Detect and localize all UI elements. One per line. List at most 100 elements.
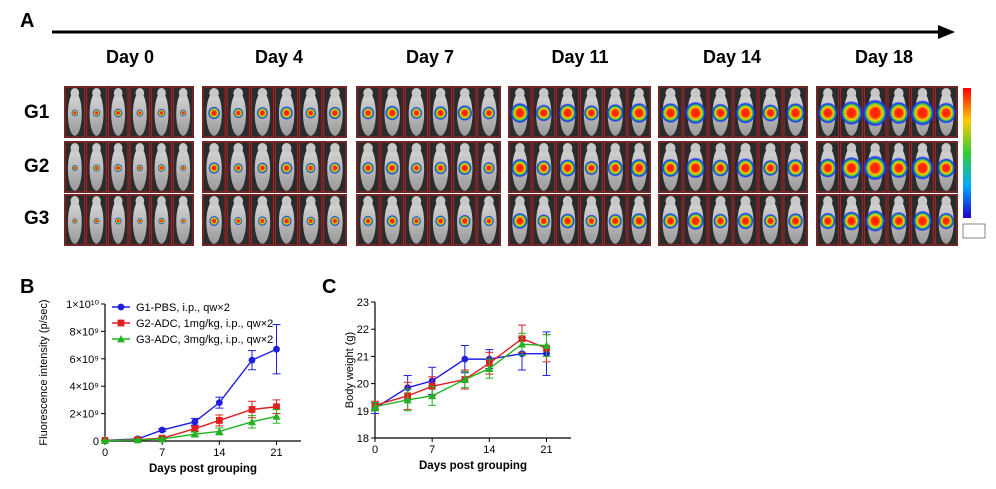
bioluminescence-signal bbox=[608, 213, 623, 229]
bioluminescence-signal bbox=[385, 161, 399, 175]
mouse-head bbox=[941, 143, 951, 153]
data-point bbox=[215, 427, 224, 435]
imaging-panel bbox=[658, 194, 808, 246]
mouse-frame bbox=[934, 194, 958, 246]
mouse-frame bbox=[151, 194, 172, 246]
mouse-head bbox=[765, 196, 776, 206]
mouse-frame bbox=[323, 141, 347, 193]
mouse-frame bbox=[934, 141, 958, 193]
bioluminescence-signal bbox=[305, 162, 316, 174]
bioluminescence-signal bbox=[888, 157, 909, 179]
legend-entry: G3-ADC, 3mg/kg, i.p., qw×2 bbox=[136, 334, 273, 346]
data-point bbox=[518, 340, 526, 348]
mouse-frame bbox=[532, 86, 556, 138]
bioluminescence-signal bbox=[92, 108, 101, 118]
bioluminescence-signal bbox=[662, 212, 679, 230]
imaging-panel bbox=[508, 141, 651, 193]
data-point bbox=[190, 430, 199, 438]
timeline-arrowhead bbox=[938, 25, 955, 39]
mouse-frame bbox=[556, 141, 579, 193]
mouse-head bbox=[690, 143, 701, 153]
mouse-frame bbox=[603, 141, 627, 193]
mouse-head bbox=[715, 143, 726, 153]
bioluminescence-signal bbox=[114, 163, 123, 173]
mouse-frame bbox=[250, 86, 274, 138]
mouse-head bbox=[459, 196, 470, 206]
data-point bbox=[461, 355, 469, 363]
mouse-frame bbox=[683, 194, 708, 246]
mouse-frame bbox=[404, 86, 428, 138]
mouse-head bbox=[634, 196, 644, 206]
mouse-frame bbox=[816, 86, 840, 138]
mouse-frame bbox=[129, 86, 151, 138]
bioluminescence-signal bbox=[458, 214, 471, 228]
mouse-head bbox=[823, 143, 833, 153]
bioluminescence-signal bbox=[686, 211, 705, 231]
mouse-head bbox=[941, 196, 951, 206]
mouse-frame bbox=[64, 194, 86, 246]
mouse-frame bbox=[477, 86, 501, 138]
mouse-frame bbox=[151, 141, 172, 193]
mouse-frame bbox=[64, 141, 86, 193]
mouse-frame bbox=[429, 86, 453, 138]
mouse-head bbox=[515, 196, 525, 206]
day-label-14: Day 14 bbox=[702, 47, 762, 67]
bioluminescence-signal bbox=[607, 159, 624, 177]
data-point bbox=[117, 335, 125, 343]
mouse-head bbox=[790, 143, 801, 153]
panel-letter-a: A bbox=[20, 10, 35, 32]
mouse-frame bbox=[508, 194, 532, 246]
bioluminescence-signal bbox=[763, 213, 778, 229]
bioluminescence-signal bbox=[233, 163, 243, 173]
bioluminescence-signal bbox=[938, 212, 955, 230]
mouse-head bbox=[435, 143, 446, 153]
mouse-frame bbox=[658, 194, 683, 246]
data-point bbox=[248, 356, 256, 364]
mouse-head bbox=[92, 196, 101, 206]
mouse-frame bbox=[887, 141, 911, 193]
mouse-frame bbox=[556, 86, 579, 138]
data-point bbox=[117, 303, 125, 311]
bioluminescence-signal bbox=[785, 102, 806, 124]
y-tick-label: 0 bbox=[93, 436, 99, 448]
mouse-head bbox=[459, 88, 470, 98]
mouse-head bbox=[330, 196, 340, 206]
mouse-head bbox=[363, 143, 373, 153]
mouse-head bbox=[135, 196, 145, 206]
mouse-frame bbox=[733, 141, 758, 193]
imaging-grid bbox=[64, 86, 958, 246]
x-axis-title: Days post grouping bbox=[149, 463, 257, 475]
mouse-head bbox=[917, 88, 928, 98]
data-point bbox=[117, 319, 125, 327]
mouse-frame bbox=[429, 194, 453, 246]
imaging-panel bbox=[658, 141, 808, 193]
bioluminescence-signal bbox=[180, 164, 187, 172]
group-label-g2: G2 bbox=[24, 156, 50, 177]
mouse-frame bbox=[783, 194, 808, 246]
bioluminescence-signal bbox=[386, 214, 399, 228]
data-point bbox=[428, 391, 437, 400]
mouse-frame bbox=[683, 141, 708, 193]
mouse-frame bbox=[64, 86, 86, 138]
bioluminescence-signal bbox=[362, 161, 374, 175]
mouse-frame bbox=[532, 194, 556, 246]
bioluminescence-signal bbox=[93, 217, 100, 225]
imaging-panel bbox=[356, 86, 501, 138]
mouse-frame bbox=[129, 194, 151, 246]
mouse-frame bbox=[107, 86, 129, 138]
panel-letter-c: C bbox=[322, 276, 337, 298]
mouse-frame bbox=[380, 141, 404, 193]
data-point bbox=[273, 345, 280, 353]
mouse-frame bbox=[453, 194, 477, 246]
imaging-panel bbox=[64, 194, 194, 246]
mouse-head bbox=[740, 143, 751, 153]
y-tick-label: 1×10¹⁰ bbox=[66, 299, 99, 311]
mouse-frame bbox=[627, 194, 651, 246]
group-label-g1: G1 bbox=[24, 102, 50, 123]
bioluminescence-signal bbox=[280, 106, 294, 120]
mouse-frame bbox=[733, 194, 758, 246]
bioluminescence-signal bbox=[136, 217, 143, 225]
day-label-4: Day 4 bbox=[254, 47, 304, 67]
bioluminescence-signal bbox=[684, 101, 707, 125]
bioluminescence-signal bbox=[559, 159, 577, 177]
